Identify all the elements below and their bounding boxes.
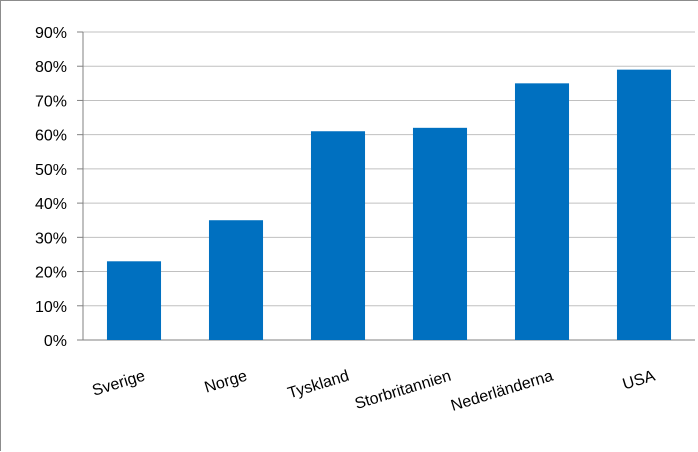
y-tick-label: 40% [35,196,67,213]
x-tick-label: USA [621,367,658,393]
y-tick-label: 0% [44,333,67,350]
y-tick-label: 90% [35,25,67,42]
y-tick-label: 80% [35,59,67,76]
y-tick-label: 10% [35,299,67,316]
y-tick-label: 60% [35,128,67,145]
x-tick-label: Storbritannien [353,368,453,413]
y-tick-label: 70% [35,93,67,110]
x-tick-label: Sverige [90,368,147,400]
bar-nederländerna [514,83,570,340]
y-tick-label: 30% [35,230,67,247]
bar-storbritannien [412,127,468,340]
x-tick-label: Tyskland [286,368,351,403]
x-tick-label: Nederländerna [449,368,555,415]
x-tick-label: Norge [203,368,250,397]
bar-norge [208,220,264,340]
y-tick-label: 20% [35,265,67,282]
y-tick-label: 50% [35,162,67,179]
bar-sverige [106,261,162,340]
bar-usa [616,69,672,341]
bar-tyskland [310,131,366,340]
